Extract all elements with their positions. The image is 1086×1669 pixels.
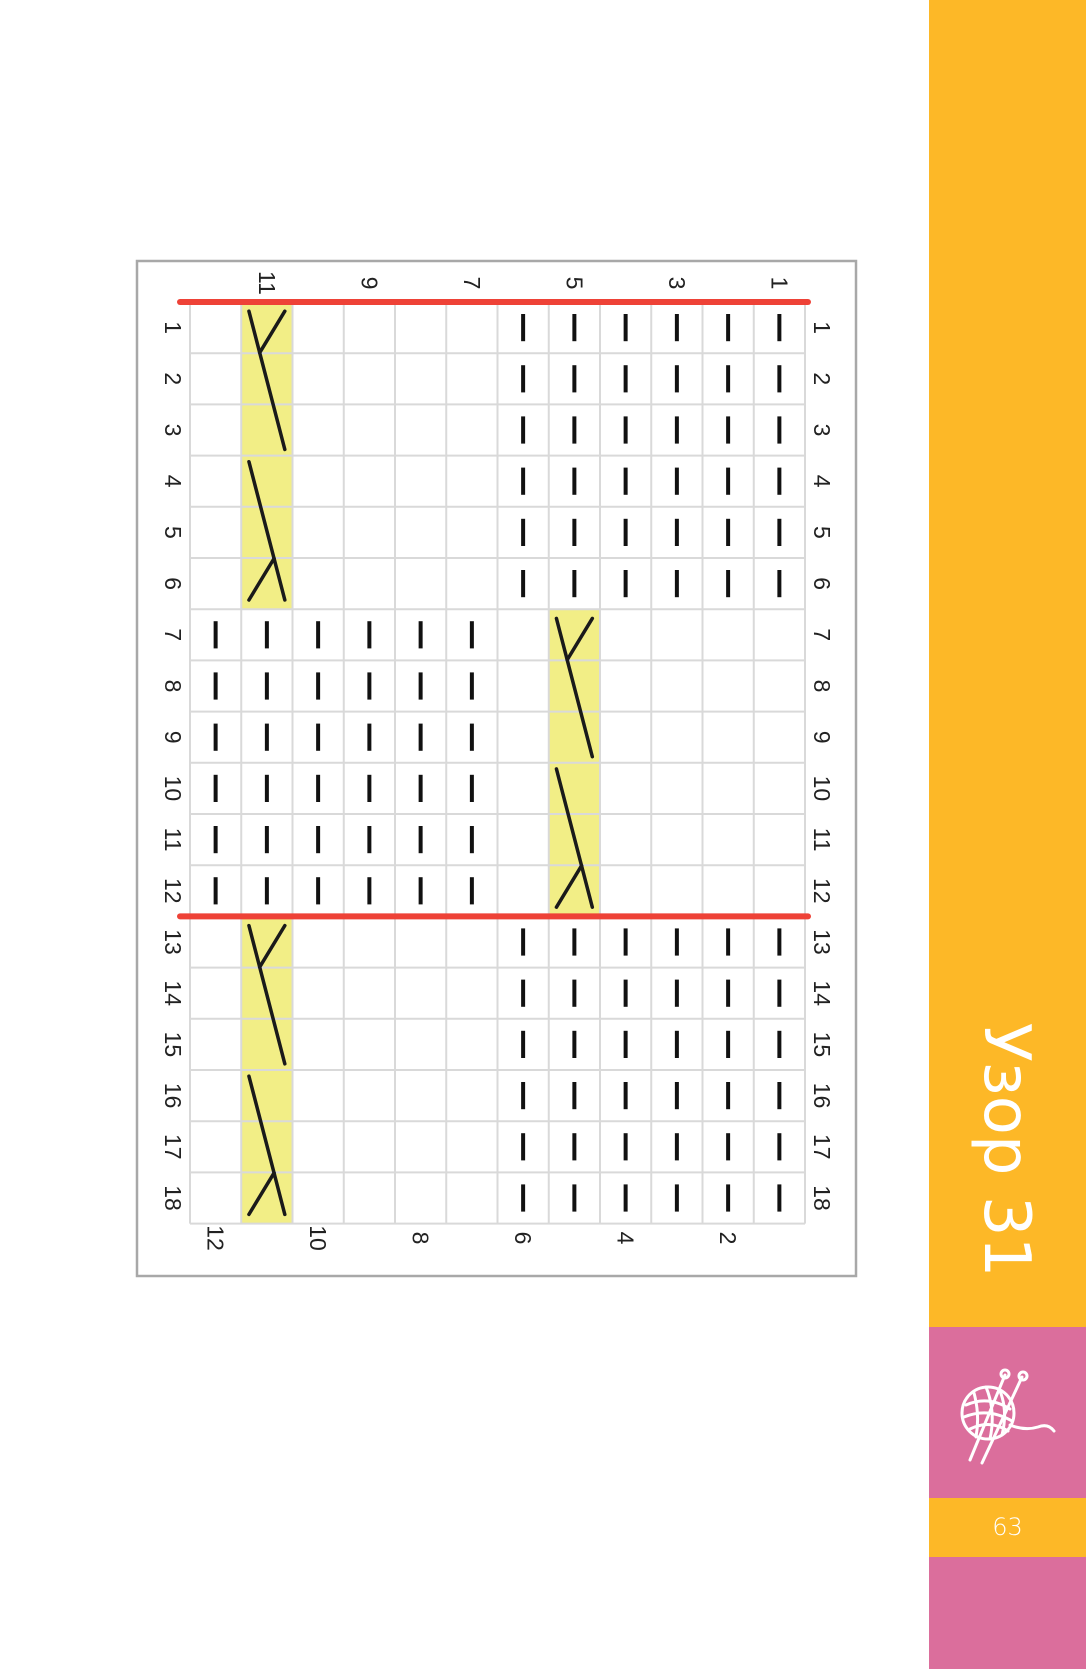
row-label-left: 17 [160, 1134, 186, 1160]
column-label-bottom: 12 [203, 1225, 229, 1251]
row-label-right: 1 [809, 321, 835, 334]
row-label-left: 15 [160, 1032, 186, 1058]
column-label-bottom: 4 [613, 1232, 639, 1245]
row-label-right: 4 [809, 475, 835, 488]
sidebar-page-band [929, 1498, 1086, 1557]
row-label-left: 11 [160, 828, 186, 852]
sidebar-bottom-band [929, 1557, 1086, 1669]
row-label-left: 12 [160, 878, 186, 904]
cable-stroke [247, 309, 287, 452]
row-label-right: 14 [809, 980, 835, 1006]
column-label-top: 9 [356, 277, 382, 290]
cable-stroke [257, 309, 287, 355]
row-label-left: 3 [160, 424, 186, 437]
cable-stroke [554, 616, 595, 759]
row-label-right: 2 [809, 372, 835, 385]
cable-stroke [247, 556, 276, 602]
cable-stroke [247, 923, 287, 1066]
row-label-right: 11 [809, 828, 835, 852]
row-label-left: 7 [160, 628, 186, 641]
cable-stroke [247, 459, 287, 602]
row-label-right: 15 [809, 1032, 835, 1058]
yarn-ball-knitting-needles-icon [960, 1368, 1056, 1465]
row-label-right: 10 [809, 776, 835, 802]
row-label-right: 18 [809, 1185, 835, 1211]
column-label-bottom: 8 [408, 1232, 434, 1245]
cable-stroke [565, 616, 595, 662]
cable-cross-symbol [247, 923, 287, 1217]
row-label-left: 1 [160, 321, 186, 334]
row-label-left: 13 [160, 929, 186, 955]
row-label-left: 2 [160, 372, 186, 385]
sidebar-icon-band [929, 1327, 1086, 1498]
column-label-top: 11 [254, 271, 280, 295]
row-label-left: 10 [160, 776, 186, 802]
row-label-left: 8 [160, 680, 186, 693]
row-label-left: 9 [160, 731, 186, 744]
row-label-left: 5 [160, 526, 186, 539]
column-label-bottom: 2 [715, 1232, 741, 1245]
row-label-right: 12 [809, 878, 835, 904]
column-label-bottom: 6 [510, 1232, 536, 1245]
cable-cross-symbol [247, 309, 287, 602]
row-label-right: 7 [809, 628, 835, 641]
cable-stroke [554, 863, 584, 909]
row-label-right: 6 [809, 577, 835, 590]
row-label-right: 13 [809, 929, 835, 955]
row-label-right: 16 [809, 1083, 835, 1109]
cable-stroke [247, 1074, 287, 1217]
column-label-top: 1 [766, 277, 792, 290]
page-number: 63 [992, 1513, 1023, 1541]
sidebar-top-band [929, 0, 1086, 1327]
pattern-title: Узор 31 [969, 1022, 1043, 1278]
row-label-right: 17 [809, 1134, 835, 1160]
row-label-left: 16 [160, 1083, 186, 1109]
cable-cross-symbol [554, 616, 595, 909]
row-label-left: 18 [160, 1185, 186, 1211]
cable-stroke [247, 1171, 276, 1217]
row-label-right: 8 [809, 680, 835, 693]
row-label-right: 9 [809, 731, 835, 744]
column-label-bottom: 10 [305, 1225, 331, 1251]
cable-stroke [554, 767, 595, 909]
row-label-left: 14 [160, 980, 186, 1006]
row-label-right: 5 [809, 526, 835, 539]
row-label-right: 3 [809, 424, 835, 437]
cable-stroke [257, 923, 287, 969]
column-label-top: 7 [459, 277, 485, 290]
column-label-top: 3 [664, 277, 690, 290]
row-label-left: 6 [160, 577, 186, 590]
row-label-left: 4 [160, 475, 186, 488]
column-label-top: 5 [561, 277, 587, 290]
